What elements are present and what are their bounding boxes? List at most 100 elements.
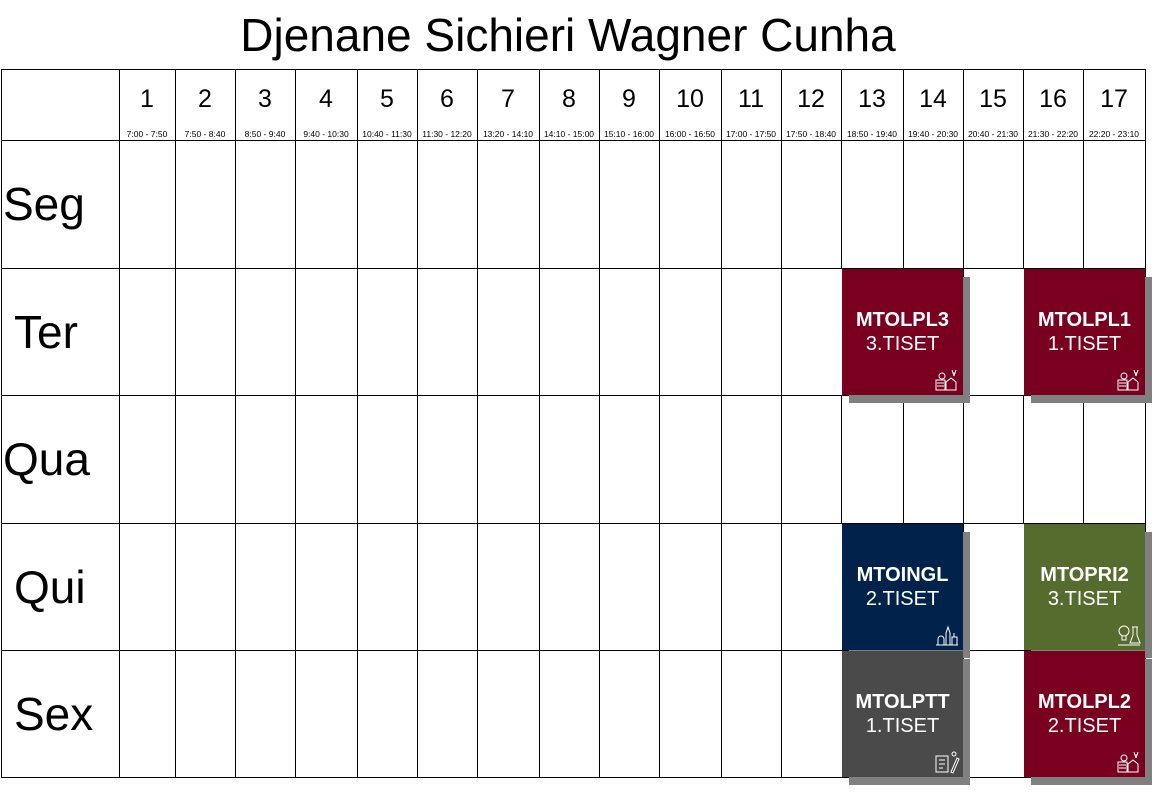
grid-line xyxy=(357,69,358,141)
grid-line xyxy=(539,395,540,524)
grid-line xyxy=(1083,140,1084,269)
class-code: MTOLPL1 xyxy=(1038,309,1131,331)
period-number: 10 xyxy=(676,85,704,113)
class-group: 3.TISET xyxy=(865,333,940,355)
period-number: 11 xyxy=(738,85,764,113)
period-time: 18:50 - 19:40 xyxy=(846,129,898,139)
grid-line xyxy=(1,777,1146,778)
grid-line xyxy=(417,69,418,141)
grid-line xyxy=(295,395,296,524)
grid-line xyxy=(721,268,722,396)
period-number: 16 xyxy=(1039,85,1067,113)
grid-line xyxy=(175,69,176,141)
grid-line xyxy=(781,523,782,651)
grid-line xyxy=(781,140,782,269)
class-block[interactable]: MTOPRI2 3.TISET xyxy=(1024,524,1145,650)
class-block[interactable]: MTOLPL3 3.TISET xyxy=(842,269,963,395)
grid-line xyxy=(599,140,600,269)
period-number: 15 xyxy=(979,85,1007,113)
period-time: 10:40 - 11:30 xyxy=(362,129,412,139)
grid-line xyxy=(235,650,236,778)
grid-line xyxy=(1145,395,1146,524)
grid-line xyxy=(357,140,358,269)
grid-line xyxy=(235,523,236,651)
grid-line xyxy=(295,523,296,651)
grid-line xyxy=(1,395,1146,396)
grid-line xyxy=(1145,140,1146,269)
class-block[interactable]: MTOLPTT 1.TISET xyxy=(842,651,963,777)
period-time: 19:40 - 20:30 xyxy=(907,129,959,139)
period-time: 20:40 - 21:30 xyxy=(967,129,1019,139)
class-code: MTOLPL3 xyxy=(856,309,949,331)
class-block[interactable]: MTOLPL1 1.TISET xyxy=(1024,269,1145,395)
grid-line xyxy=(721,69,722,141)
grid-line xyxy=(477,140,478,269)
period-time: 8:50 - 9:40 xyxy=(244,129,286,139)
period-number: 3 xyxy=(258,85,272,113)
period-number: 1 xyxy=(140,85,154,113)
day-label: Sex xyxy=(14,687,94,740)
grid-line xyxy=(1,268,2,396)
grid-line xyxy=(477,268,478,396)
period-time: 7:00 - 7:50 xyxy=(126,129,168,139)
class-code: MTOINGL xyxy=(856,564,949,586)
grid-line xyxy=(295,268,296,396)
grid-line xyxy=(417,140,418,269)
period-time: 11:30 - 12:20 xyxy=(422,129,472,139)
grid-line xyxy=(1023,140,1024,269)
period-time: 14:10 - 15:00 xyxy=(543,129,595,139)
grid-line xyxy=(295,140,296,269)
city-landmarks-icon xyxy=(934,623,960,647)
period-time: 13:20 - 14:10 xyxy=(482,129,534,139)
period-number: 12 xyxy=(797,85,825,113)
grid-line xyxy=(119,523,120,651)
grid-line xyxy=(599,69,600,141)
period-time: 22:20 - 23:10 xyxy=(1088,129,1140,139)
language-arts-icon xyxy=(1116,750,1142,774)
grid-line xyxy=(417,395,418,524)
document-tools-icon xyxy=(934,750,960,774)
period-number: 14 xyxy=(919,85,947,113)
period-number: 5 xyxy=(380,85,394,113)
grid-line xyxy=(1023,69,1024,141)
grid-line xyxy=(235,395,236,524)
grid-line xyxy=(841,395,842,524)
period-time: 17:00 - 17:50 xyxy=(725,129,777,139)
day-label: Ter xyxy=(14,305,78,358)
class-block[interactable]: MTOINGL 2.TISET xyxy=(842,524,963,650)
class-group: 3.TISET xyxy=(1047,588,1122,610)
grid-line xyxy=(295,69,296,141)
grid-line xyxy=(781,268,782,396)
grid-line xyxy=(903,69,904,141)
day-label: Qua xyxy=(3,433,90,485)
class-group: 2.TISET xyxy=(1047,715,1122,737)
grid-line xyxy=(963,140,964,269)
grid-line xyxy=(119,268,120,396)
grid-line xyxy=(235,69,236,141)
period-number: 7 xyxy=(501,85,515,113)
lab-idea-icon xyxy=(1116,623,1142,647)
day-label: Seg xyxy=(3,178,85,230)
page-title: Djenane Sichieri Wagner Cunha xyxy=(240,9,896,61)
class-group: 1.TISET xyxy=(865,715,940,737)
grid-line xyxy=(357,650,358,778)
period-number: 2 xyxy=(198,85,212,113)
grid-line xyxy=(175,395,176,524)
grid-line xyxy=(295,650,296,778)
period-number: 13 xyxy=(858,85,886,113)
grid-line xyxy=(781,69,782,141)
period-number: 8 xyxy=(562,85,576,113)
grid-line xyxy=(1083,395,1084,524)
grid-line xyxy=(477,395,478,524)
grid-line xyxy=(1145,69,1146,141)
grid-line xyxy=(781,650,782,778)
class-group: 1.TISET xyxy=(1047,333,1122,355)
grid-line xyxy=(841,140,842,269)
grid-line xyxy=(539,523,540,651)
grid-line xyxy=(781,395,782,524)
grid-line xyxy=(1,395,2,524)
class-block[interactable]: MTOLPL2 2.TISET xyxy=(1024,651,1145,777)
grid-line xyxy=(599,523,600,651)
grid-line xyxy=(1,650,1146,651)
grid-line xyxy=(659,268,660,396)
